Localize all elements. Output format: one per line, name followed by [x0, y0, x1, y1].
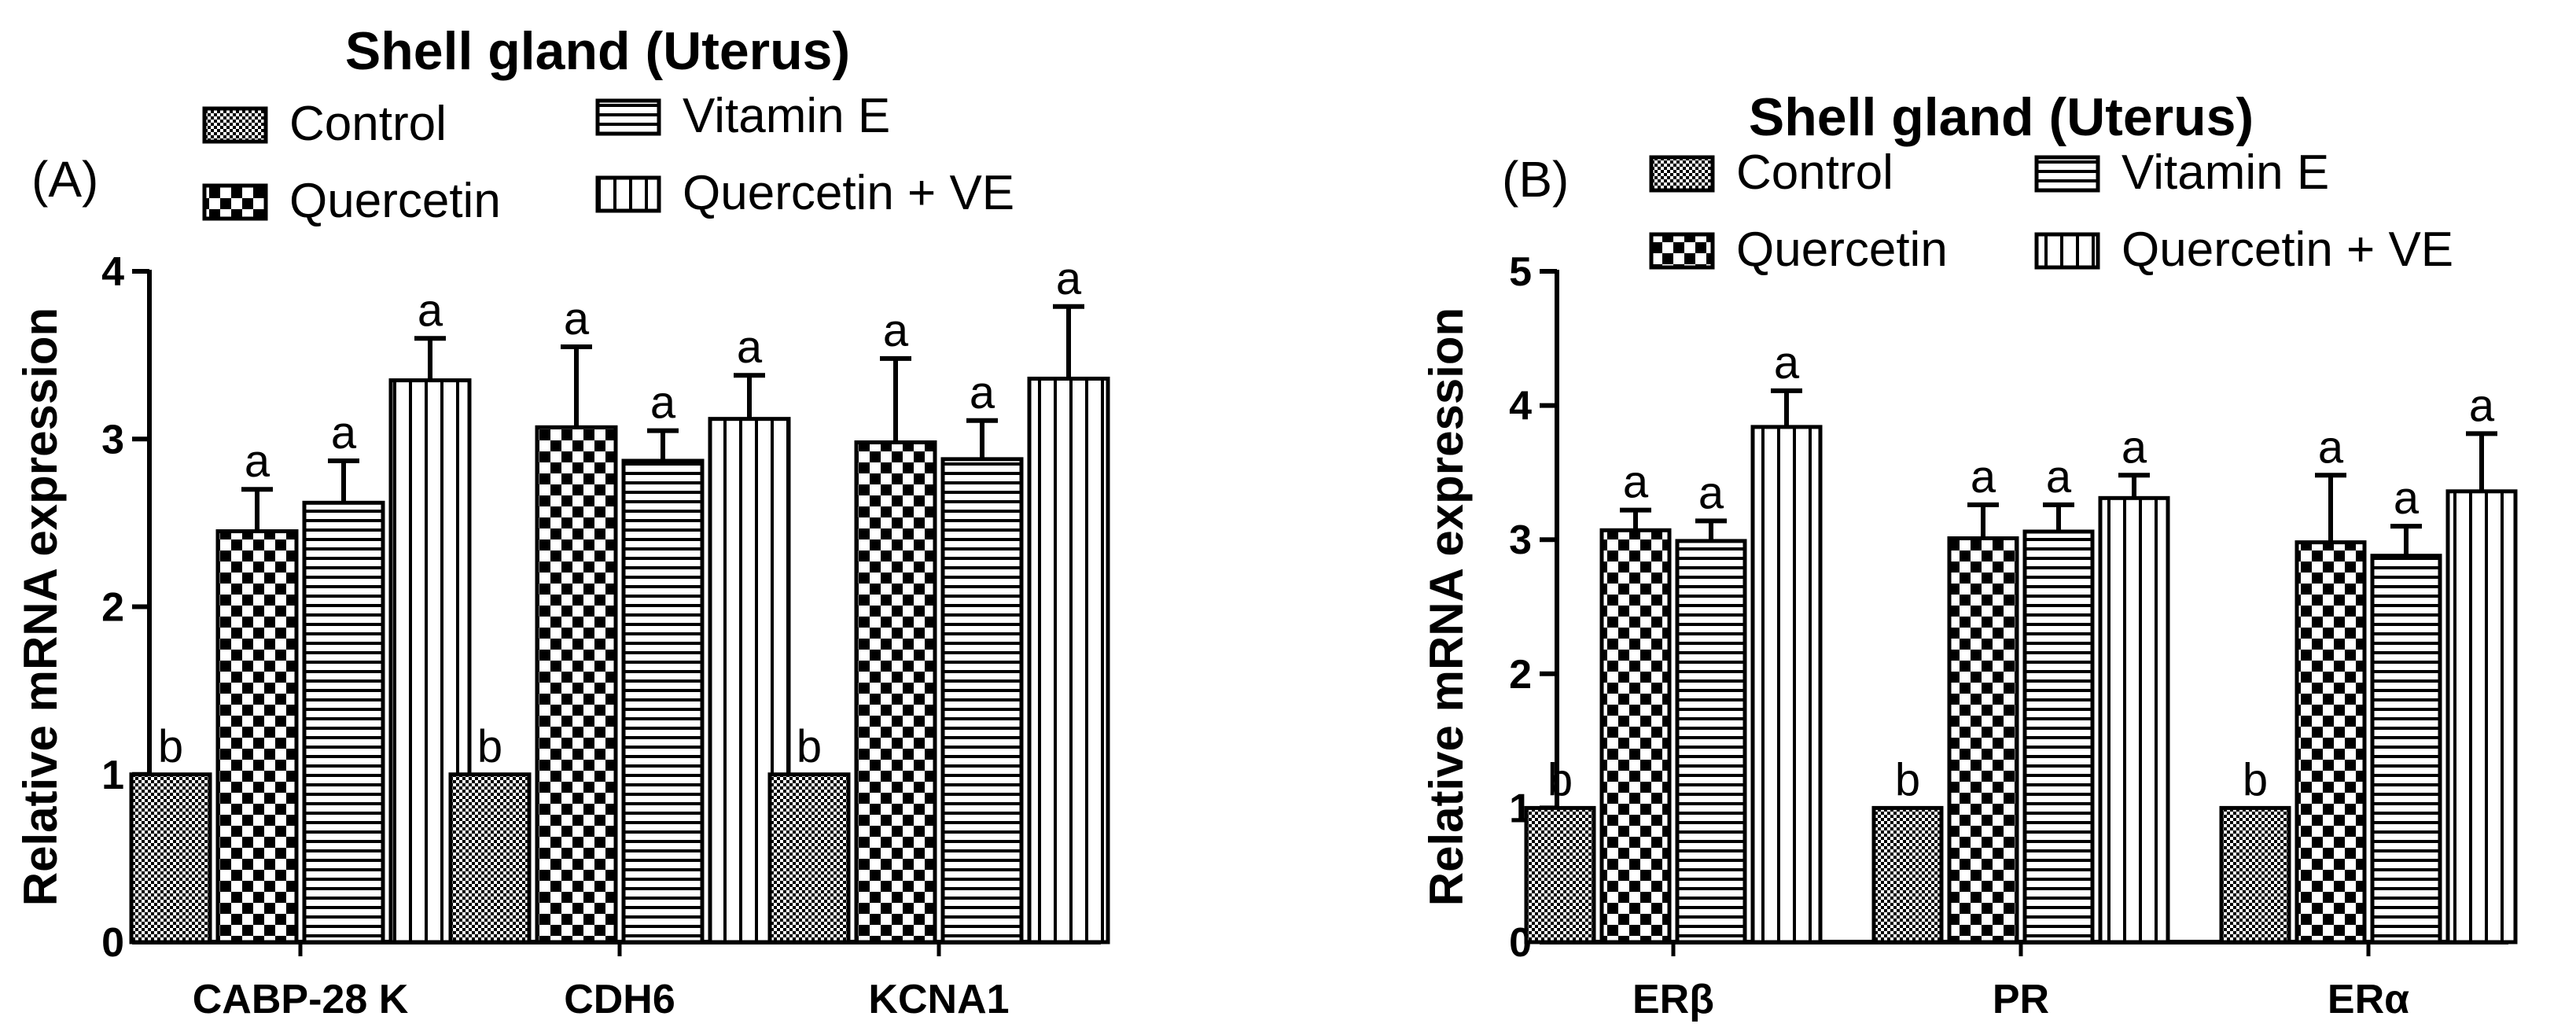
legend-swatch	[2034, 155, 2100, 193]
significance-letter: a	[1056, 253, 1082, 304]
y-tick-label: 1	[101, 753, 124, 798]
x-tick-label: KCNA1	[868, 977, 1009, 1022]
bar	[2370, 554, 2442, 944]
panel-b: Shell gland (Uterus) (B) Control Quercetin V…	[1420, 87, 2518, 1022]
significance-letter: b	[158, 721, 183, 772]
bar	[1871, 805, 1944, 944]
legend-swatch	[202, 106, 268, 144]
significance-letter: a	[1623, 457, 1649, 508]
y-tick-label: 5	[1509, 249, 1532, 295]
legend-label: Quercetin	[1736, 223, 1948, 277]
bar	[767, 772, 851, 944]
y-axis-label: Relative mRNA expression	[1420, 307, 1473, 906]
y-axis-label: Relative mRNA expression	[14, 307, 67, 906]
significance-letter: a	[883, 305, 909, 356]
significance-letter: a	[737, 322, 763, 373]
bar	[1750, 425, 1823, 944]
legend-label: Control	[1736, 145, 1893, 200]
x-tick-label: PR	[1993, 977, 2049, 1022]
bar	[2098, 495, 2170, 944]
significance-letter: b	[477, 721, 502, 772]
bar	[129, 772, 212, 944]
y-tick-label: 2	[101, 585, 124, 631]
y-tick-label: 3	[1509, 517, 1532, 563]
x-tick-label: ERα	[2328, 977, 2409, 1022]
bar	[621, 458, 705, 944]
panel-a: Shell gland (Uterus) (A) Control Quercetin V…	[14, 21, 1110, 1022]
bar	[2445, 489, 2518, 944]
x-tick-label: CABP-28 K	[193, 977, 409, 1022]
significance-letter: a	[2318, 422, 2344, 473]
legend-swatch	[202, 183, 268, 221]
bar	[854, 440, 937, 944]
x-tick-label: ERβ	[1632, 977, 1714, 1022]
significance-letter: a	[564, 293, 590, 344]
significance-letter: a	[1774, 337, 1800, 388]
bar	[940, 457, 1024, 944]
bar	[2022, 529, 2095, 944]
significance-letter: a	[2469, 380, 2495, 431]
x-tick-label: CDH6	[564, 977, 675, 1022]
bar	[2294, 540, 2367, 944]
significance-letter: a	[245, 436, 270, 487]
y-tick-label: 0	[101, 920, 124, 966]
chart-title: Shell gland (Uterus)	[345, 21, 850, 81]
significance-letter: b	[2243, 754, 2268, 805]
legend-label: Quercetin + VE	[2122, 223, 2453, 277]
significance-letter: a	[970, 367, 995, 418]
panel-label: (B)	[1502, 151, 1569, 208]
legend-swatch	[595, 175, 661, 213]
bar	[2219, 805, 2291, 944]
y-tick-label: 2	[1509, 652, 1532, 698]
significance-letter: a	[418, 285, 443, 336]
legend-label: Quercetin + VE	[683, 166, 1014, 220]
bar	[448, 772, 532, 944]
significance-letter: a	[2046, 451, 2072, 503]
legend-swatch	[1649, 232, 1715, 270]
significance-letter: a	[1971, 451, 1996, 503]
chart-title: Shell gland (Uterus)	[1749, 87, 2254, 147]
significance-letter: a	[650, 377, 676, 429]
bar	[535, 425, 618, 944]
legend-label: Control	[289, 97, 447, 151]
bar	[1675, 539, 1747, 944]
bar	[215, 529, 299, 944]
legend-label: Vitamin E	[2122, 145, 2329, 200]
legend-label: Vitamin E	[683, 89, 890, 143]
significance-letter: a	[1698, 467, 1724, 518]
y-tick-label: 4	[1509, 384, 1532, 429]
bar	[1524, 805, 1596, 944]
significance-letter: a	[2394, 473, 2420, 524]
significance-letter: b	[797, 721, 822, 772]
legend-swatch	[1649, 155, 1715, 193]
significance-letter: b	[1547, 754, 1573, 805]
bar	[1599, 528, 1672, 944]
bar	[302, 500, 385, 944]
y-tick-label: 4	[101, 249, 124, 295]
legend-label: Quercetin	[289, 174, 501, 228]
panel-label: (A)	[31, 151, 98, 208]
bar	[1947, 536, 2019, 944]
y-tick-label: 3	[101, 417, 124, 462]
significance-letter: a	[2122, 422, 2147, 473]
significance-letter: a	[331, 407, 357, 458]
significance-letter: b	[1895, 754, 1920, 805]
bar	[1027, 376, 1110, 944]
legend-swatch	[2034, 232, 2100, 270]
legend-swatch	[595, 98, 661, 136]
